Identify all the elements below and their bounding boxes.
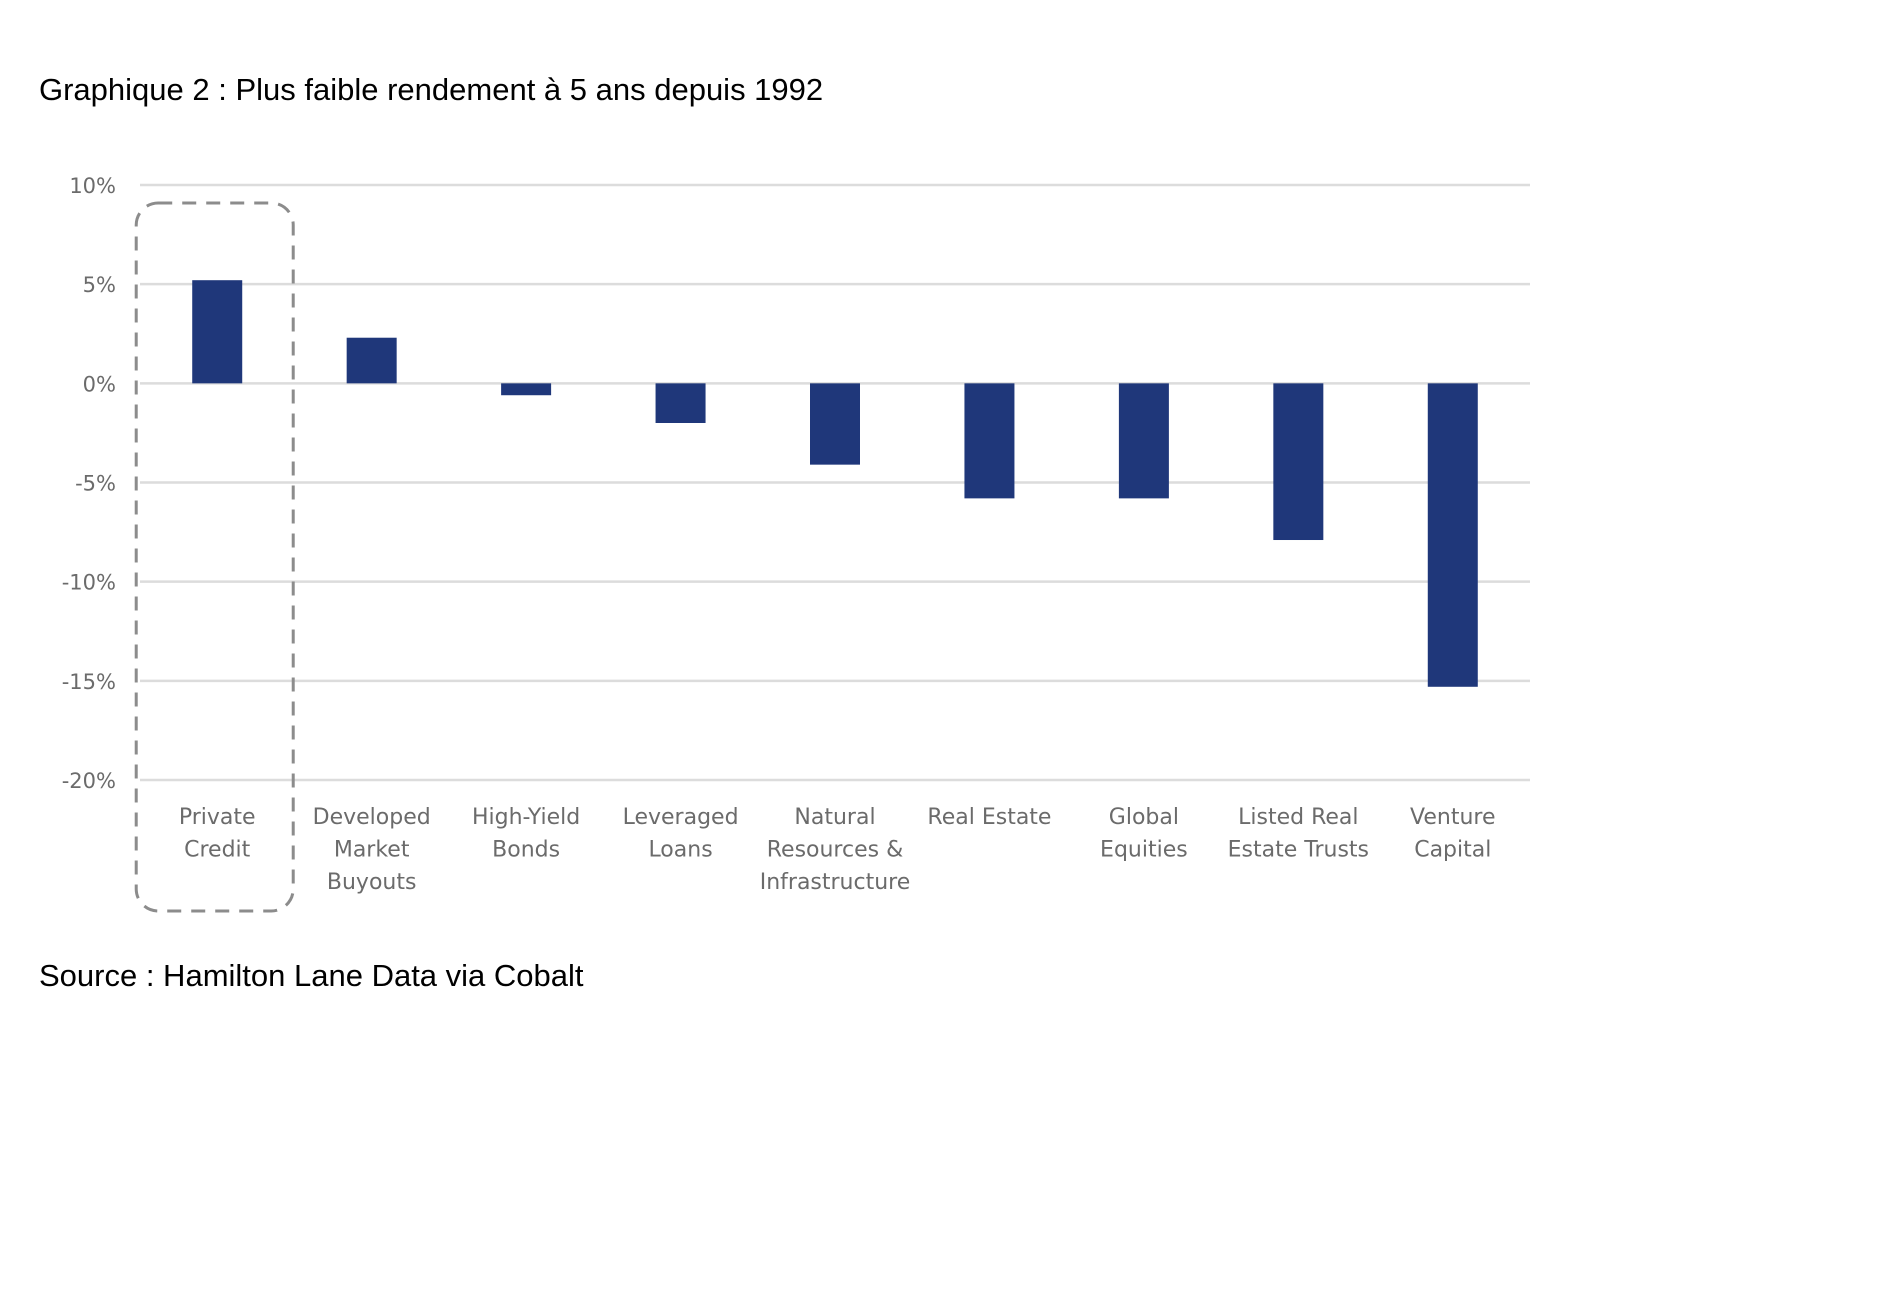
x-tick-label: Real Estate bbox=[927, 805, 1051, 830]
highlight-box-group bbox=[134, 201, 295, 913]
x-axis-labels: Private Credit Developed Market Buyouts High-… bbox=[179, 805, 1496, 895]
bar bbox=[1273, 383, 1324, 541]
y-axis-ticks: 10% 5% 0% -5% -10% -15% -20% bbox=[62, 174, 116, 793]
bar bbox=[655, 383, 706, 423]
x-tick-label: Global Equities bbox=[1100, 805, 1188, 863]
bar bbox=[810, 383, 860, 465]
bar bbox=[346, 337, 397, 384]
bar bbox=[964, 383, 1015, 499]
bar bbox=[1118, 383, 1169, 499]
x-tick-label: High-Yield Bonds bbox=[472, 805, 580, 863]
x-tick-label: Developed Market Buyouts bbox=[313, 805, 431, 895]
x-tick-label: Private Credit bbox=[179, 805, 256, 863]
bar bbox=[192, 280, 243, 384]
bar-chart: 10% 5% 0% -5% -10% -15% -20% Private Credit Deve… bbox=[62, 174, 1530, 913]
x-tick-label: Listed Real Estate Trusts bbox=[1228, 805, 1369, 863]
x-tick-label: Venture Capital bbox=[1410, 805, 1496, 863]
y-tick-label: -10% bbox=[62, 571, 116, 595]
y-tick-label: 10% bbox=[69, 174, 116, 198]
bars bbox=[192, 280, 1478, 687]
chart-title: Graphique 2 : Plus faible rendement à 5 … bbox=[39, 72, 824, 107]
bar bbox=[1427, 383, 1478, 687]
highlight-box bbox=[134, 201, 295, 913]
y-tick-label: -15% bbox=[62, 670, 116, 694]
source-note: Source : Hamilton Lane Data via Cobalt bbox=[39, 958, 584, 993]
y-tick-label: -5% bbox=[75, 472, 116, 496]
x-tick-label: Natural Resources & Infrastructure bbox=[760, 805, 911, 895]
y-tick-label: -20% bbox=[62, 769, 116, 793]
bar bbox=[501, 383, 552, 396]
y-tick-label: 5% bbox=[83, 273, 116, 297]
x-tick-label: Leveraged Loans bbox=[623, 805, 739, 863]
y-tick-label: 0% bbox=[83, 372, 116, 396]
